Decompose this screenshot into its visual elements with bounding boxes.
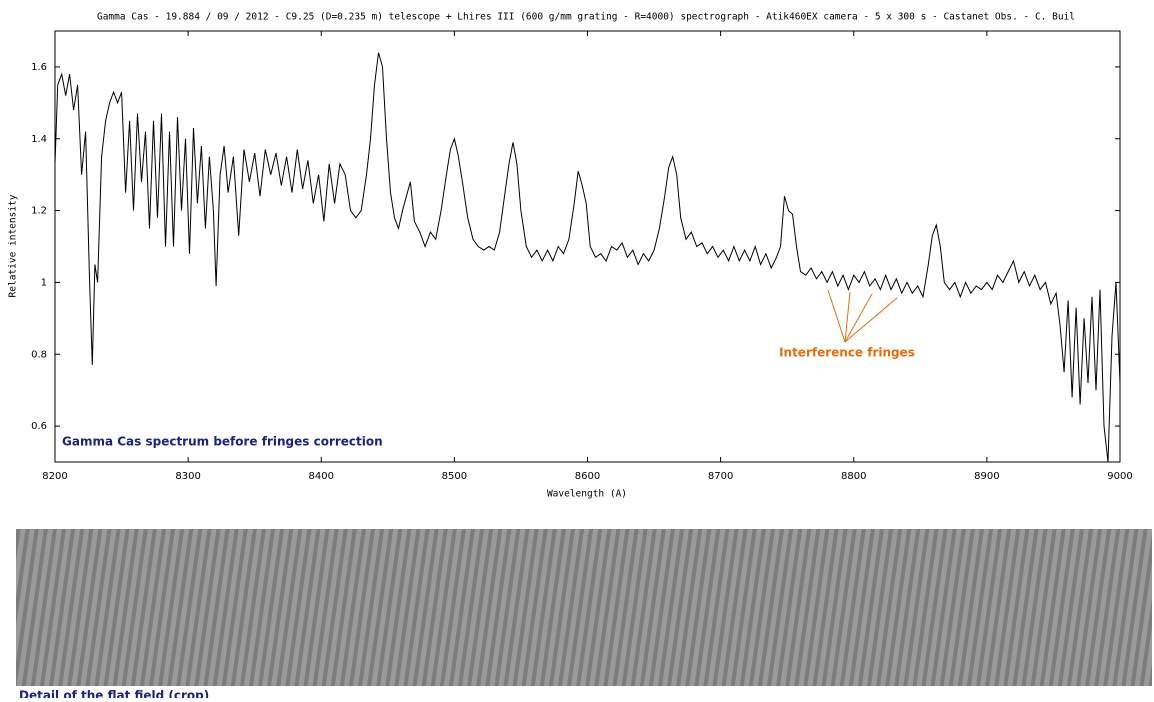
y-tick-label: 1	[41, 277, 47, 288]
chart-title: Gamma Cas - 19.884 / 09 / 2012 - C9.25 (…	[97, 12, 1075, 23]
flat-field-image	[16, 529, 1152, 686]
image-caption: Detail of the flat field (crop)	[19, 689, 209, 699]
y-tick-label: 1.4	[31, 134, 47, 145]
y-tick-label: 0.6	[31, 421, 47, 432]
y-tick-label: 1.6	[31, 62, 47, 73]
annotation: Interference fringes	[779, 346, 915, 360]
x-tick-label: 8900	[974, 471, 999, 482]
annotation-pointers	[827, 289, 898, 343]
x-tick-label: 8300	[175, 471, 200, 482]
x-tick-label: 8800	[841, 471, 866, 482]
y-tick-label: 0.8	[31, 349, 47, 360]
y-axis-label: Relative intensity	[8, 194, 19, 297]
x-tick-label: 8400	[309, 471, 334, 482]
x-tick-label: 8700	[708, 471, 733, 482]
x-tick-label: 8600	[575, 471, 600, 482]
subtitle: Gamma Cas spectrum before fringes correc…	[62, 435, 383, 449]
x-tick-label: 8500	[442, 471, 467, 482]
y-tick-label: 1.2	[31, 206, 47, 217]
x-tick-label: 9000	[1107, 471, 1132, 482]
spectrum-line	[54, 52, 1121, 463]
x-axis-label: Wavelength (A)	[547, 489, 627, 500]
x-tick-label: 8200	[42, 471, 67, 482]
